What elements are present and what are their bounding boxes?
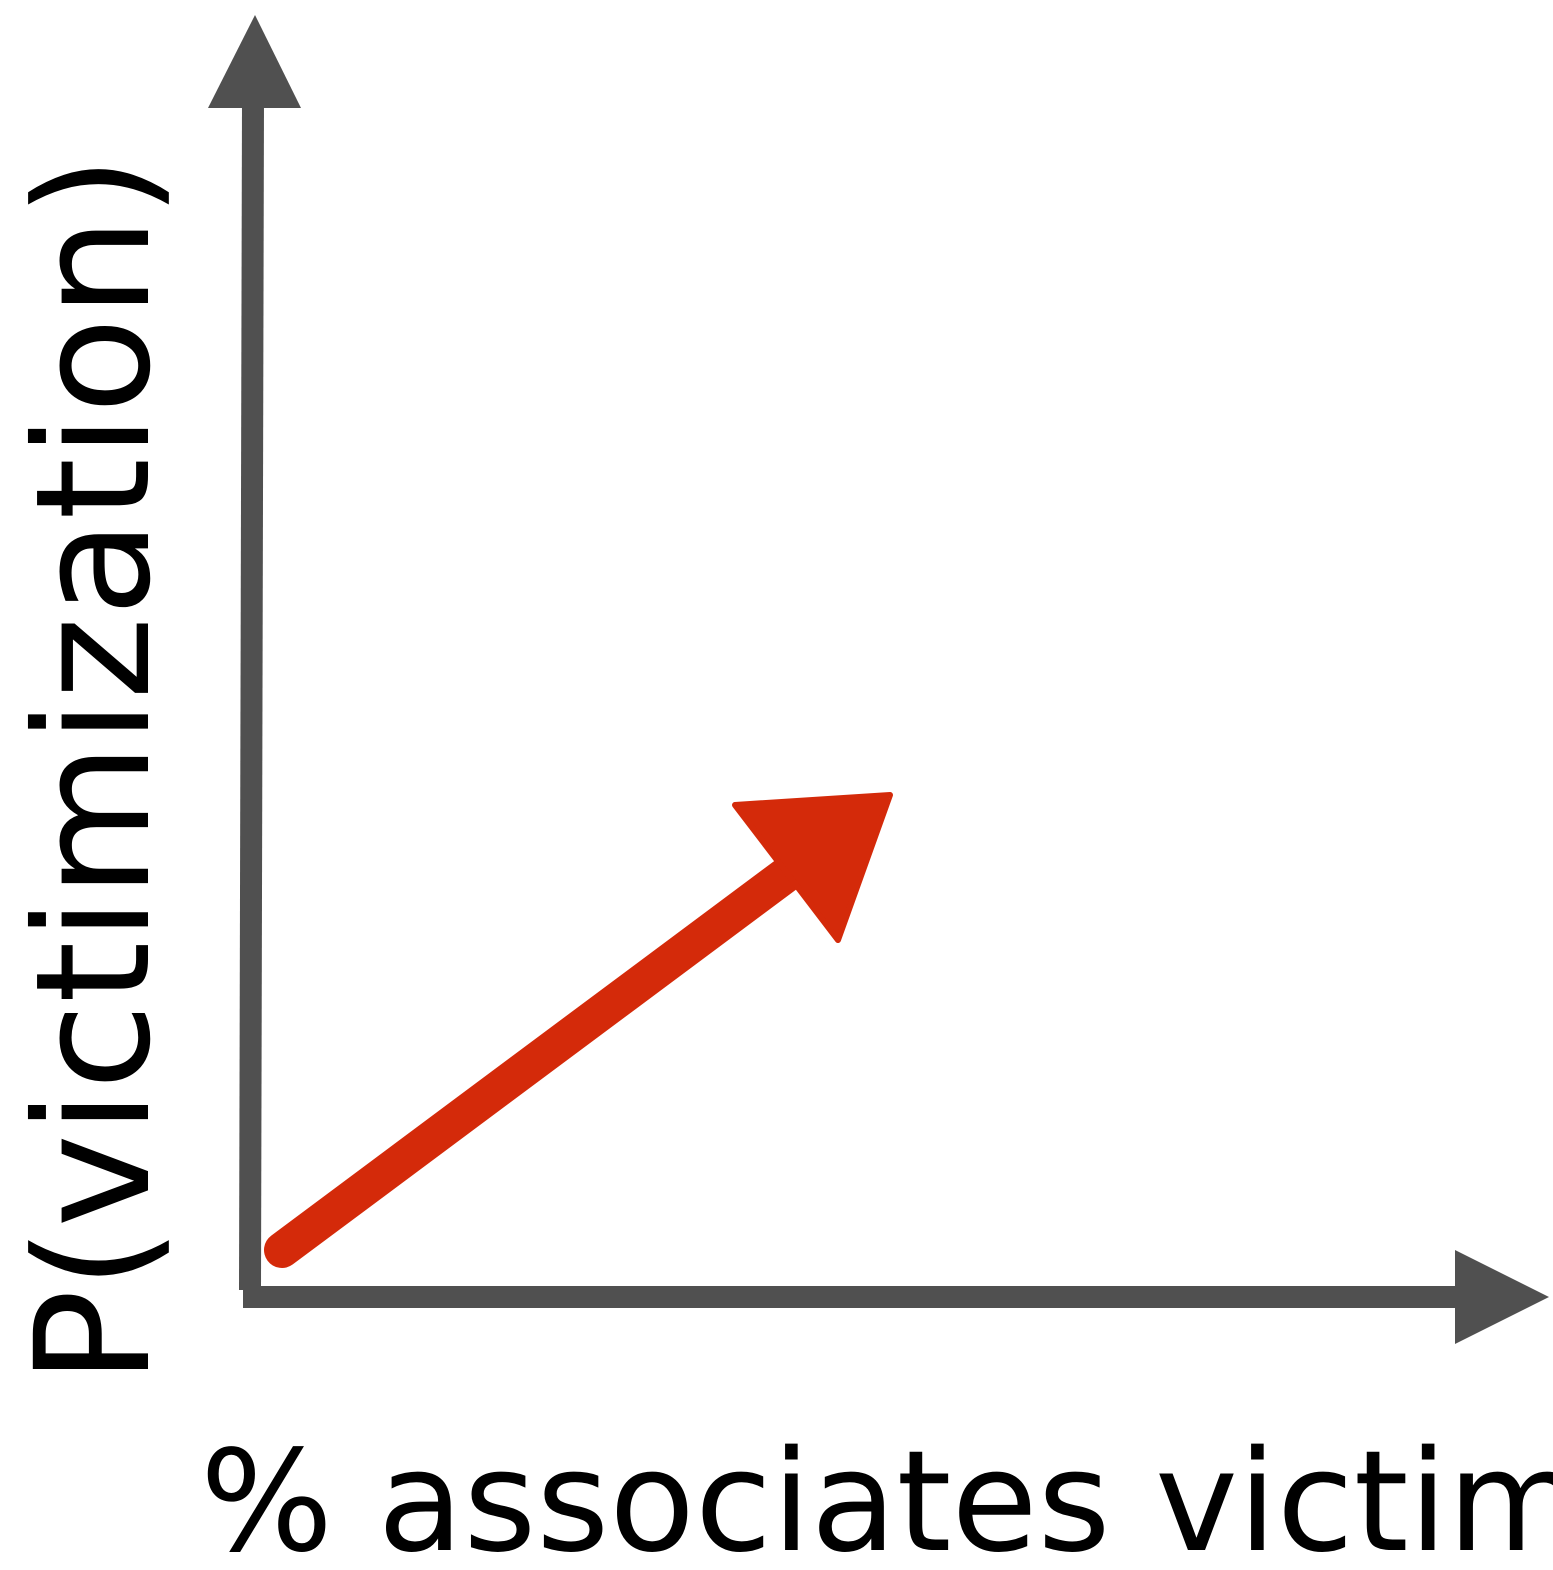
y-axis [239,99,264,1291]
x-axis-arrowhead [1455,1250,1549,1344]
trend-arrow-shaft [264,850,813,1268]
y-axis-label: P(victimization) [2,156,186,1385]
y-axis-arrowhead [208,15,301,108]
trend-arrow-head [732,792,893,943]
x-axis-label: % associates victim [200,1421,1553,1570]
